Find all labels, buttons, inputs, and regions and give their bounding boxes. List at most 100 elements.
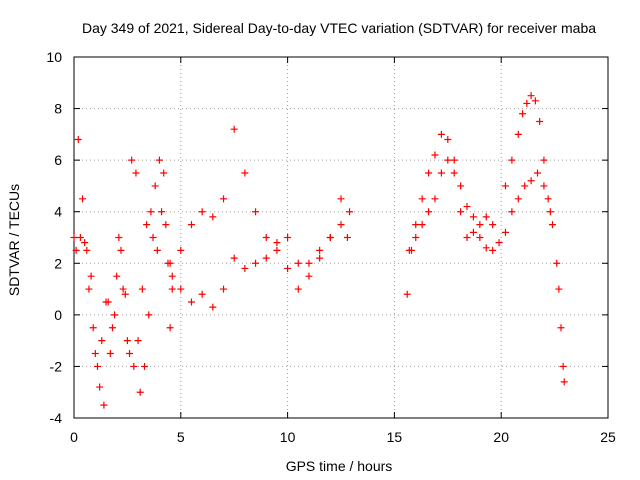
data-point (482, 244, 490, 252)
data-point (521, 182, 529, 190)
data-point (527, 92, 535, 100)
data-point (70, 234, 78, 241)
data-point (425, 169, 433, 177)
data-point (544, 195, 552, 203)
data-point (130, 362, 138, 370)
x-tick-label: 15 (387, 429, 403, 445)
data-point (489, 221, 497, 229)
data-point (437, 130, 445, 138)
data-point (155, 156, 163, 164)
data-point (79, 195, 87, 203)
data-point (326, 234, 334, 241)
data-point (252, 259, 260, 267)
data-point (241, 264, 249, 272)
data-point (198, 208, 206, 216)
data-point (412, 234, 420, 241)
data-point (147, 208, 155, 216)
x-axis-label: GPS time / hours (286, 458, 393, 474)
data-point (132, 169, 140, 177)
data-point (83, 246, 91, 254)
data-point (444, 136, 452, 144)
data-point (209, 213, 217, 221)
data-point (134, 337, 142, 345)
data-point (553, 259, 561, 267)
y-tick-label: -2 (50, 358, 63, 374)
data-point (559, 362, 567, 370)
data-point (273, 239, 281, 247)
data-point (412, 221, 420, 229)
data-point (305, 259, 313, 267)
data-point (501, 182, 509, 190)
data-point (482, 213, 490, 221)
data-point (305, 272, 313, 280)
data-point (187, 298, 195, 306)
y-tick-label: 2 (54, 255, 62, 271)
data-point (187, 221, 195, 229)
data-point (425, 208, 433, 216)
data-point (469, 228, 477, 236)
data-point (160, 169, 168, 177)
data-point (555, 285, 563, 293)
data-point (557, 324, 565, 332)
data-point (108, 324, 116, 332)
data-point (514, 130, 522, 138)
data-point (119, 285, 127, 293)
data-point (476, 221, 484, 229)
data-point (74, 136, 82, 144)
data-point (508, 208, 516, 216)
data-point (508, 156, 516, 164)
data-point (450, 169, 458, 177)
x-tick-label: 25 (600, 429, 616, 445)
data-point (153, 246, 161, 254)
data-point (418, 221, 426, 229)
data-point (560, 378, 568, 386)
data-point (111, 311, 119, 319)
series-track-H (553, 259, 568, 386)
x-tick-label: 0 (70, 429, 78, 445)
data-point (198, 290, 206, 298)
y-tick-label: 0 (54, 307, 62, 323)
data-point (536, 117, 544, 125)
data-point (168, 285, 176, 293)
data-point (220, 195, 228, 203)
axis-ticks: 0 5 10 15 20 25 -4 -2 0 2 4 6 8 10 (46, 49, 616, 445)
data-point (519, 110, 527, 118)
y-tick-label: 4 (54, 204, 62, 220)
data-point (405, 246, 413, 254)
data-point (136, 388, 144, 396)
data-point (113, 272, 121, 280)
data-point (457, 208, 465, 216)
data-point (128, 156, 136, 164)
data-point (284, 264, 292, 272)
data-point (489, 246, 497, 254)
data-point (177, 285, 185, 293)
data-point (117, 246, 125, 254)
data-point (463, 203, 471, 211)
series-track-F (405, 156, 554, 254)
data-point (418, 195, 426, 203)
data-point (166, 259, 174, 267)
data-point (262, 234, 270, 241)
data-point (403, 290, 411, 298)
data-point (151, 182, 159, 190)
data-point (115, 234, 123, 241)
data-point (91, 350, 99, 358)
data-point (337, 221, 345, 229)
series-track-C (166, 125, 351, 280)
data-points (70, 92, 568, 409)
data-point (123, 337, 131, 345)
data-point (149, 234, 157, 241)
data-point (140, 362, 148, 370)
data-point (93, 362, 101, 370)
y-tick-label: -4 (50, 410, 63, 426)
data-point (540, 156, 548, 164)
data-point (89, 324, 97, 332)
data-point (284, 234, 292, 241)
data-point (126, 350, 134, 358)
series-track-D (168, 195, 354, 311)
data-point (534, 169, 542, 177)
data-point (476, 234, 484, 241)
data-point (501, 228, 509, 236)
data-point (166, 324, 174, 332)
